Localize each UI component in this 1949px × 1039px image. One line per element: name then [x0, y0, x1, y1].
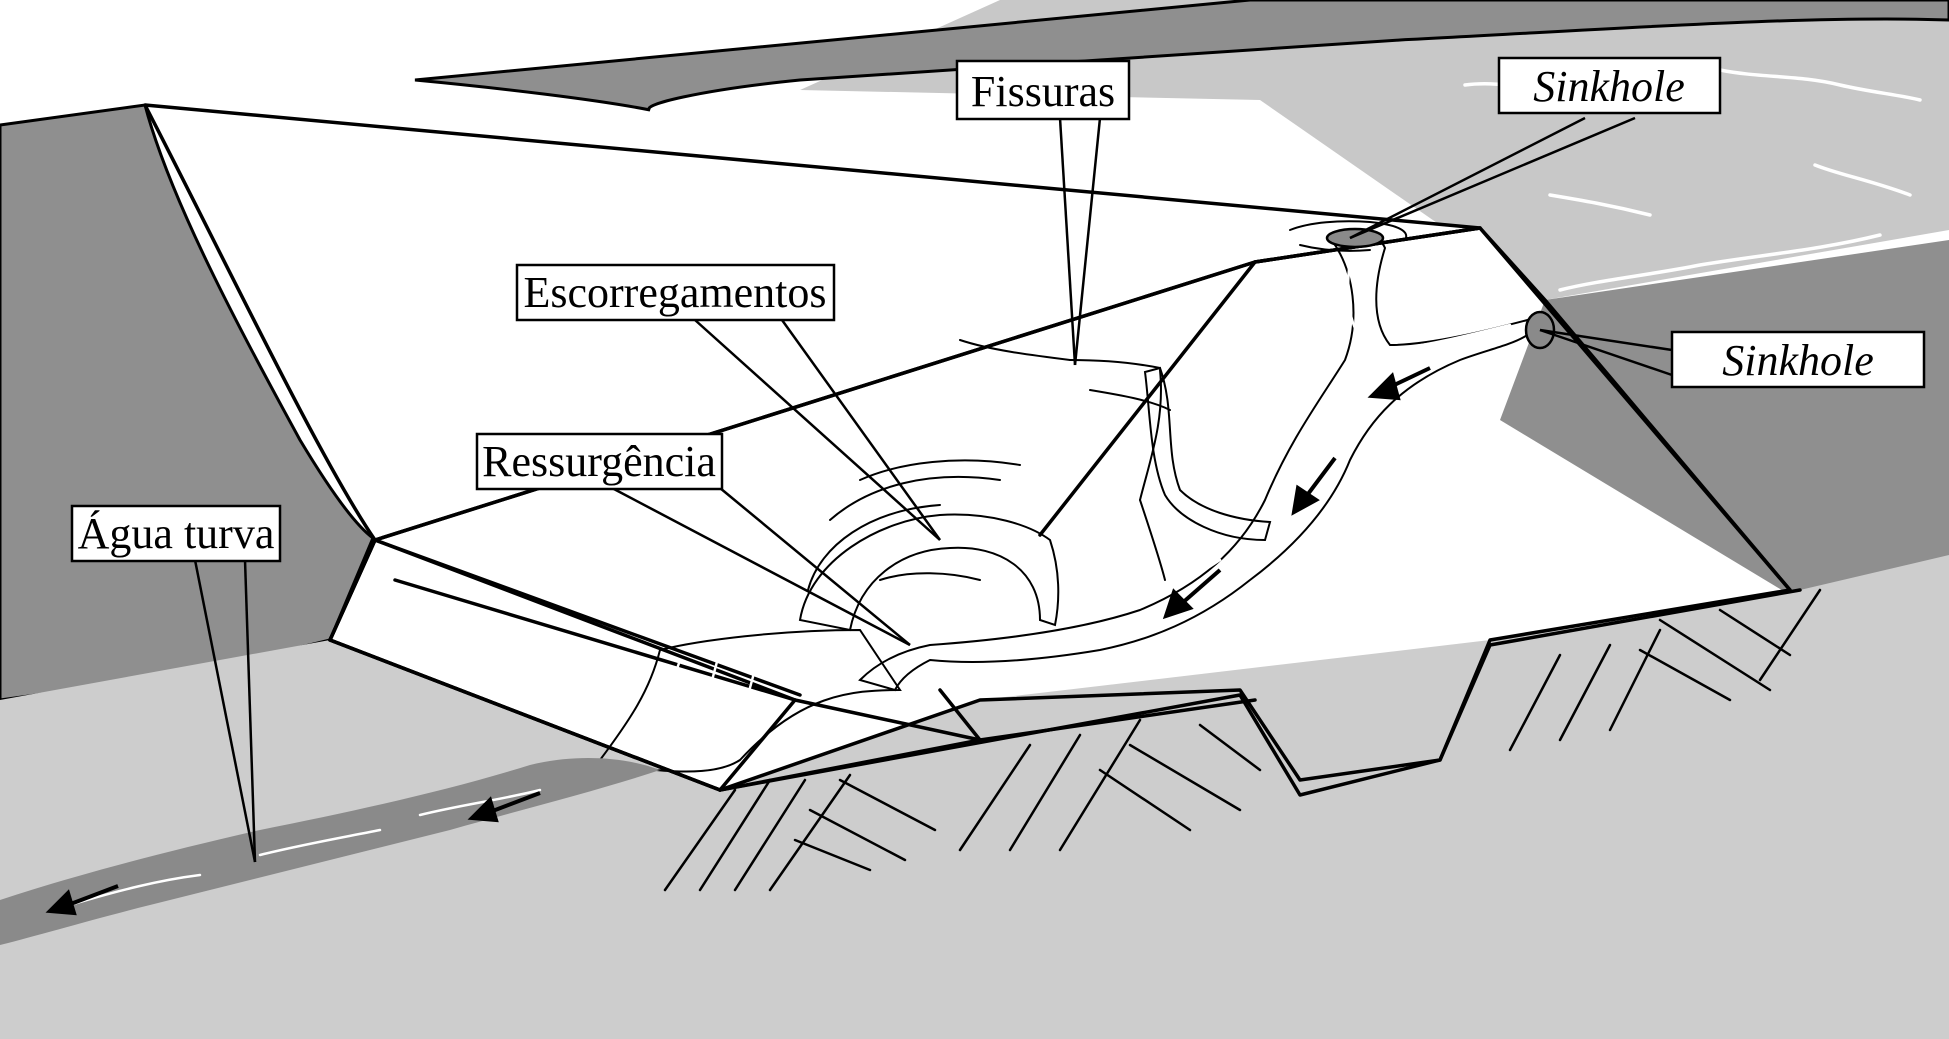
foundation-hatching	[663, 588, 1822, 892]
label-ressurgencia-text: Ressurgência	[482, 437, 716, 486]
flow-arrows	[45, 366, 1431, 916]
downstream-ground	[0, 555, 1949, 1039]
right-abutment-rock	[1500, 240, 1949, 595]
label-sinkhole-top: Sinkhole	[1497, 56, 1722, 115]
sinkhole-top-cracks	[1289, 220, 1408, 252]
label-sinkhole-right: Sinkhole	[1670, 330, 1926, 389]
left-abutment-rock	[0, 103, 375, 702]
seepage-flow	[0, 233, 1537, 945]
ressurgencia-outflow	[598, 628, 902, 773]
downstream-stream	[0, 758, 660, 945]
label-fissuras: Fissuras	[955, 59, 1131, 121]
label-escorregamentos: Escorregamentos	[515, 263, 836, 322]
sinkhole-top-opening	[1325, 227, 1385, 249]
label-agua-turva: Água turva	[70, 504, 282, 563]
label-escorregamentos-text: Escorregamentos	[524, 268, 827, 317]
label-agua-turva-text: Água turva	[78, 509, 275, 558]
reservoir-ripples	[1118, 68, 1922, 292]
label-sinkhole-right-text: Sinkhole	[1722, 336, 1874, 385]
label-fissuras-text: Fissuras	[971, 67, 1115, 116]
sinkhole-top-channel	[858, 233, 1537, 692]
slide-scars	[798, 339, 1171, 632]
label-sinkhole-top-text: Sinkhole	[1533, 62, 1685, 111]
dam-crest	[143, 103, 1482, 542]
callout-leaders	[193, 116, 1673, 863]
label-ressurgencia: Ressurgência	[475, 432, 724, 491]
